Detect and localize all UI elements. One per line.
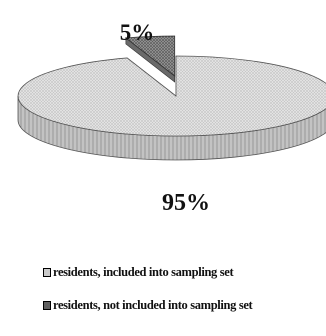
legend-label: residents, included into sampling set <box>53 264 234 279</box>
slice-included <box>17 55 326 137</box>
data-label-not-included: 5% <box>120 20 155 45</box>
legend-item: residents, not included into sampling se… <box>43 297 253 313</box>
legend-item: residents, included into sampling set <box>43 264 234 280</box>
legend-swatch <box>43 300 51 310</box>
legend-swatch <box>43 267 51 277</box>
slice-not-included <box>124 35 176 77</box>
data-label-included: 95% <box>162 190 210 216</box>
legend-label: residents, not included into sampling se… <box>53 297 253 312</box>
